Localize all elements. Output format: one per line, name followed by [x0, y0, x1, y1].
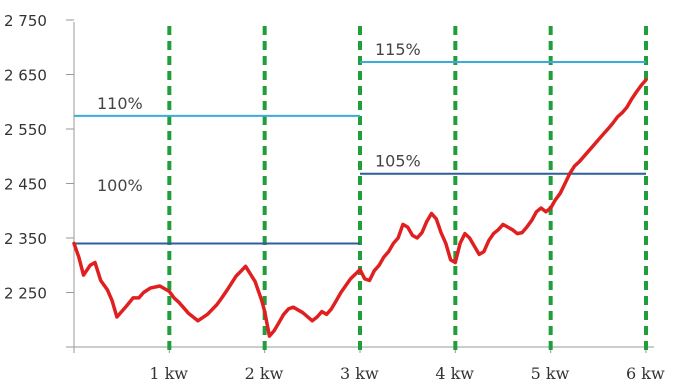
reference-line-label: 100% [97, 176, 143, 195]
y-tick-label: 2 650 [4, 67, 47, 85]
x-tick-label: 3 kw [340, 364, 379, 383]
x-tick-label: 4 kw [435, 364, 474, 383]
y-tick-label: 2 350 [4, 230, 47, 248]
x-tick-label: 2 kw [245, 364, 284, 383]
x-axis-ticks: 1 kw 2 kw 3 kw 4 kw 5 kw 6 kw [73, 347, 665, 383]
x-tick-label: 1 kw [149, 364, 188, 383]
y-tick-label: 2 450 [4, 176, 47, 194]
reference-lines: 100% 110% 105% 115% [74, 40, 646, 245]
series-line [72, 78, 648, 338]
x-tick-label: 5 kw [531, 364, 570, 383]
y-tick-label: 2 750 [4, 12, 47, 30]
reference-line-label: 105% [375, 152, 421, 171]
series-group [72, 78, 648, 338]
reference-line-label: 115% [375, 40, 421, 59]
y-tick-label: 2 550 [4, 121, 47, 139]
vertical-markers [167, 26, 648, 355]
y-axis-ticks: 2 750 2 650 2 550 2 450 2 350 2 250 [4, 12, 74, 303]
y-tick-label: 2 250 [4, 285, 47, 303]
reference-line-label: 110% [97, 94, 143, 113]
x-tick-label: 6 kw [626, 364, 665, 383]
